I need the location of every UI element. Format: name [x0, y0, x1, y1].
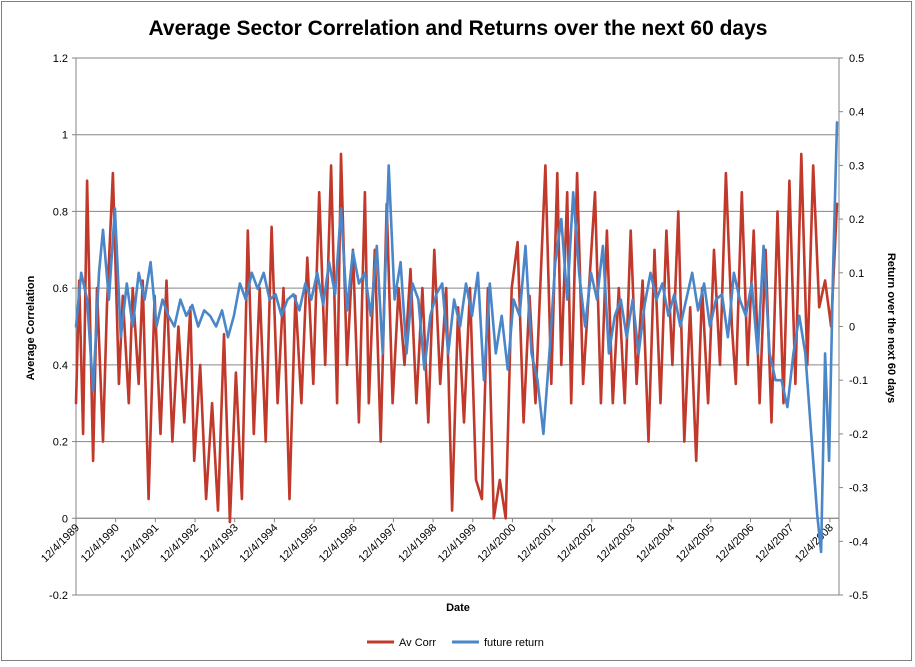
x-tick-label: 12/4/2001 — [515, 522, 558, 565]
left-tick-label: 0.2 — [53, 437, 68, 449]
x-tick-label: 12/4/2005 — [674, 522, 717, 565]
x-tick-label: 12/4/1994 — [237, 522, 280, 565]
left-tick-label: 0.8 — [53, 206, 68, 218]
x-axis-ticks: 12/4/198912/4/199012/4/199112/4/199212/4… — [39, 517, 839, 565]
legend-label-future-return: future return — [484, 637, 544, 649]
right-tick-label: -0.3 — [849, 483, 868, 495]
x-tick-label: 12/4/2006 — [714, 522, 757, 565]
x-tick-label: 12/4/2008 — [793, 522, 836, 565]
x-tick-label: 12/4/1996 — [317, 522, 360, 565]
x-tick-label: 12/4/1992 — [158, 522, 201, 565]
right-tick-label: -0.5 — [849, 590, 868, 602]
x-tick-label: 12/4/1995 — [277, 522, 320, 565]
right-axis-ticks: -0.5 -0.4 -0.3 -0.2 -0.1 0 0.1 0.2 0.3 0.4 0.5 — [839, 53, 868, 602]
x-tick-label: 12/4/1999 — [436, 522, 479, 565]
x-tick-label: 12/4/1997 — [356, 522, 399, 565]
right-tick-label: 0.2 — [849, 214, 864, 226]
legend: Av Corr future return — [367, 637, 544, 649]
right-tick-label: 0.1 — [849, 268, 864, 280]
y-axis-left-label: Average Correlation — [25, 275, 37, 380]
x-tick-label: 12/4/2004 — [634, 522, 677, 565]
x-tick-label: 12/4/1998 — [396, 522, 439, 565]
x-tick-label: 12/4/2000 — [475, 522, 518, 565]
x-tick-label: 12/4/1991 — [118, 522, 161, 565]
x-tick-label: 12/4/1993 — [198, 522, 241, 565]
left-tick-label: 0 — [62, 513, 68, 525]
right-tick-label: -0.2 — [849, 429, 868, 441]
left-tick-label: -0.2 — [49, 590, 68, 602]
right-tick-label: 0.4 — [849, 107, 864, 119]
right-tick-label: 0 — [849, 322, 855, 334]
series-group — [74, 121, 839, 554]
right-tick-label: -0.4 — [849, 536, 868, 548]
right-tick-label: 0.3 — [849, 160, 864, 172]
legend-label-av-corr: Av Corr — [399, 637, 436, 649]
right-tick-label: 0.5 — [849, 53, 864, 65]
x-tick-label: 12/4/1990 — [79, 522, 122, 565]
x-axis-label: Date — [446, 602, 470, 614]
left-tick-label: 0.4 — [53, 360, 68, 372]
left-axis-ticks: -0.2 0 0.2 0.4 0.6 0.8 1 1.2 — [49, 53, 76, 602]
series-line-av-corr — [74, 152, 839, 524]
x-tick-label: 12/4/2007 — [753, 522, 796, 565]
y-axis-right-label: Return over the next 60 days — [885, 253, 897, 403]
series-line-future-return — [74, 121, 839, 554]
x-tick-label: 12/4/2002 — [555, 522, 598, 565]
x-tick-label: 12/4/2003 — [595, 522, 638, 565]
left-tick-label: 1 — [62, 130, 68, 142]
chart-title: Average Sector Correlation and Returns o… — [149, 17, 768, 40]
left-tick-label: 1.2 — [53, 53, 68, 65]
right-tick-label: -0.1 — [849, 375, 868, 387]
left-tick-label: 0.6 — [53, 283, 68, 295]
